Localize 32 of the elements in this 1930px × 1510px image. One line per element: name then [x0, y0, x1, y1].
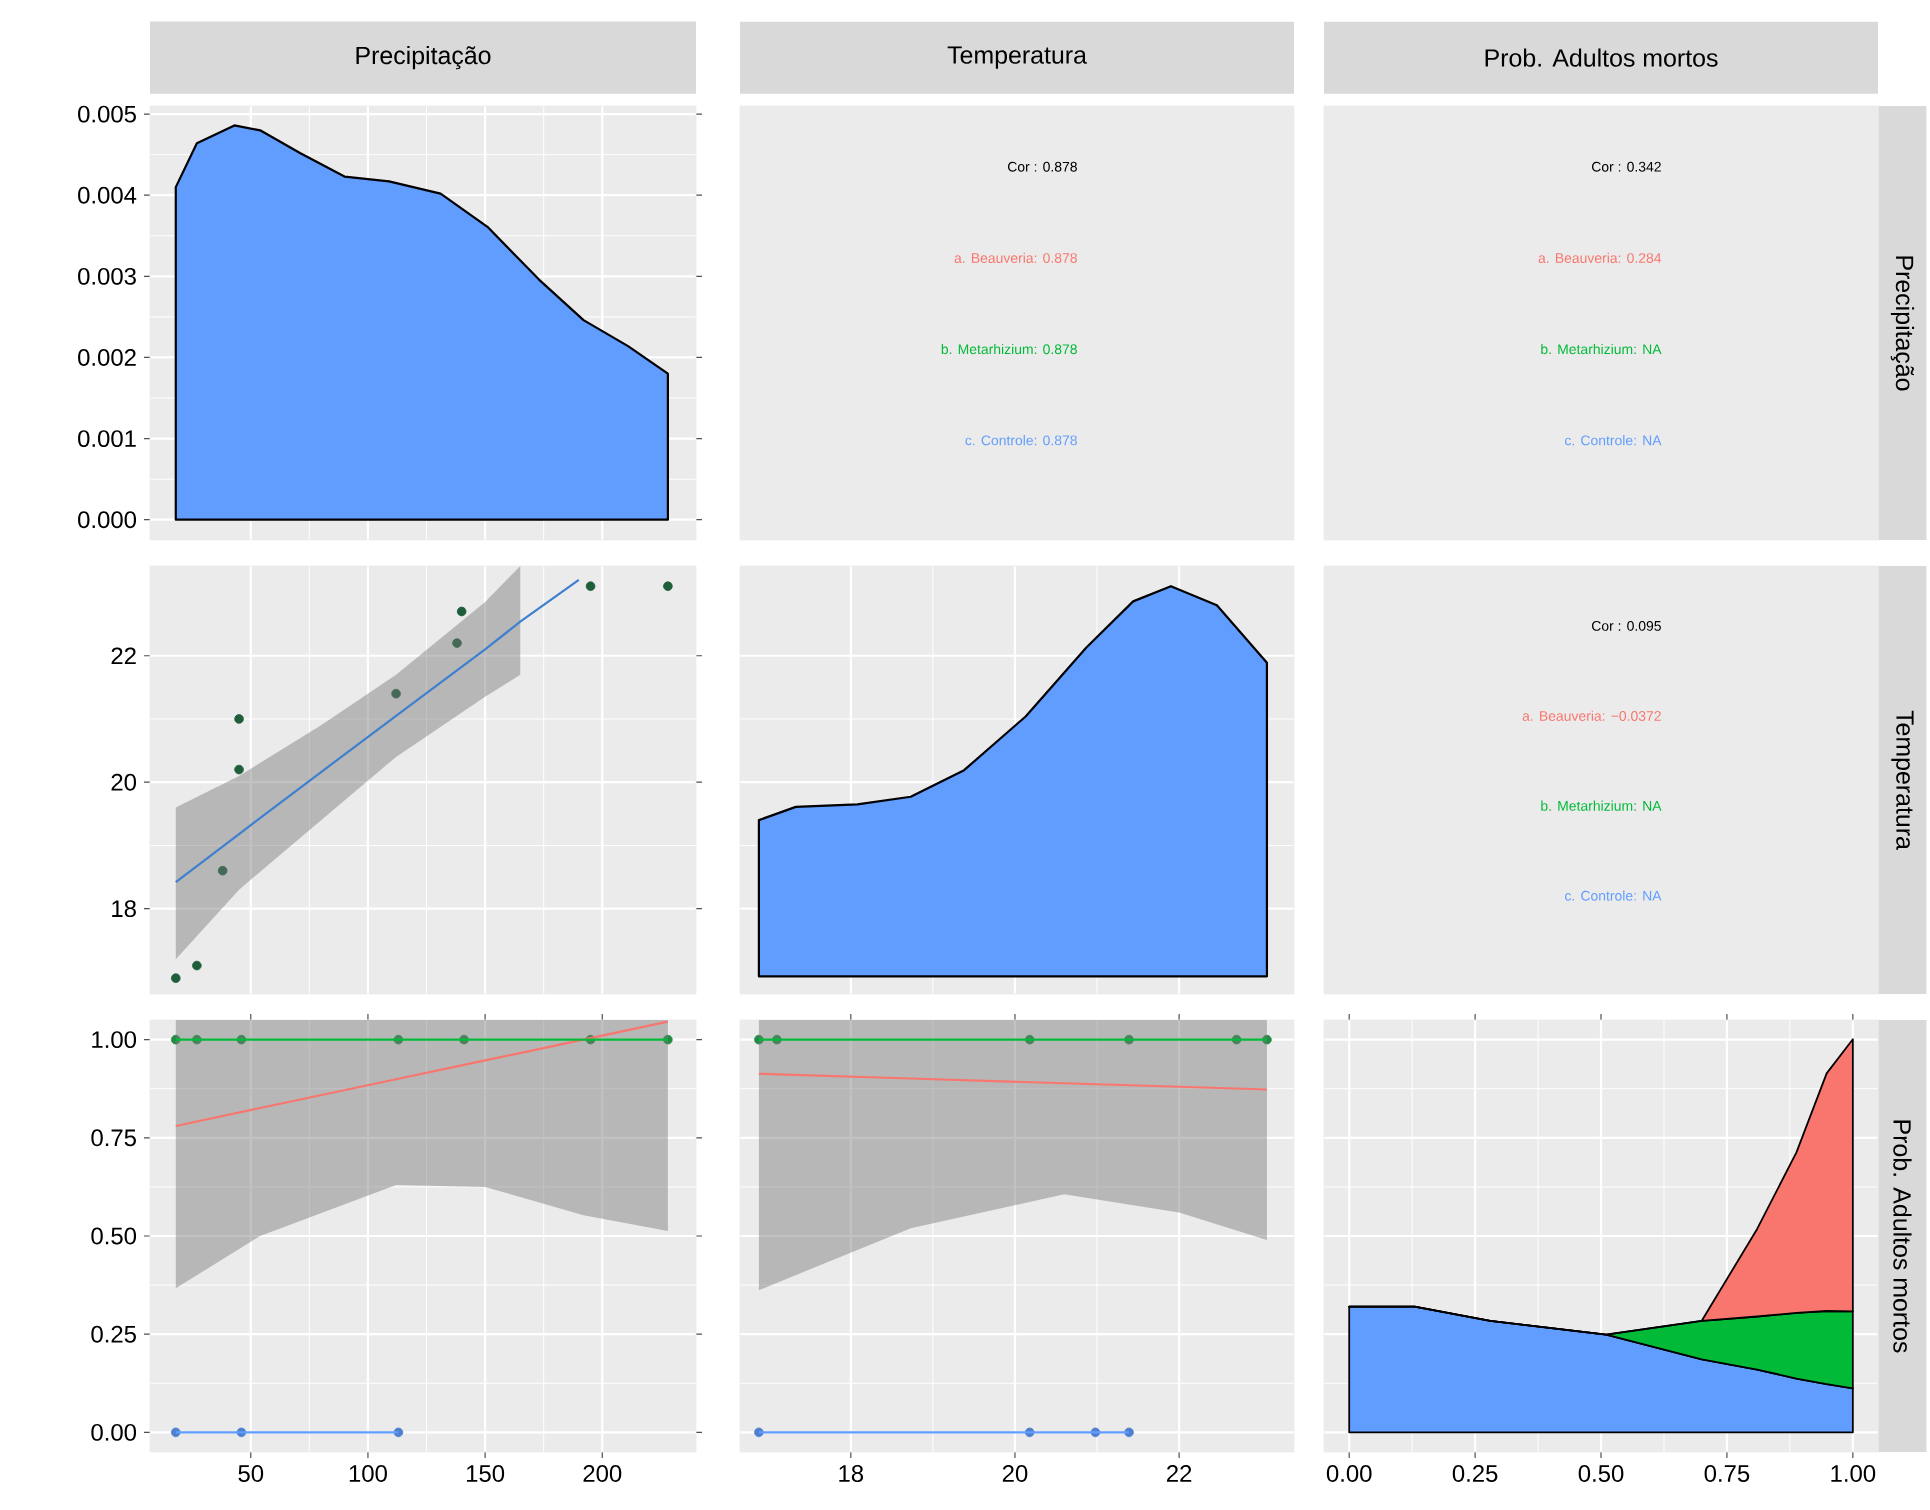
x-tick-label: 1.00	[1831, 1465, 1876, 1482]
y-tick-label: 0.003	[78, 267, 136, 285]
y-tick-label: 0.005	[78, 105, 136, 123]
text: Temperatura	[947, 46, 1087, 69]
y-tick-label: 0.001	[78, 430, 136, 448]
y2-axis-title: Prob. Adultos mortos	[1893, 1120, 1912, 1353]
y-tick-label: 0.00	[91, 1423, 137, 1441]
x-tick-label: 20	[1002, 1465, 1028, 1482]
x-tick-label: 150	[466, 1465, 505, 1482]
y-tick-label: 18	[112, 900, 136, 918]
y-tick-label: 0.75	[91, 1129, 136, 1147]
y-tick-label: 0.002	[78, 349, 136, 366]
x-tick-label: 0.25	[1452, 1465, 1498, 1482]
y-tick-label: 0.25	[91, 1325, 136, 1343]
x-tick-label: 22	[1167, 1465, 1192, 1482]
text: Temperatura	[1891, 710, 1914, 850]
chart-title: Precipitação	[356, 45, 491, 70]
x-tick-label: 100	[349, 1465, 387, 1482]
x-tick-label: 200	[583, 1465, 622, 1482]
x-tick-label: 0.75	[1704, 1465, 1750, 1482]
y-tick-label: 0.50	[91, 1227, 137, 1245]
y-tick-label: 22	[111, 647, 136, 665]
y-tick-label: 0.000	[78, 511, 137, 529]
x-tick-label: 18	[839, 1465, 864, 1482]
x-tick-label: 0.50	[1578, 1465, 1624, 1482]
y-tick-label: 20	[111, 773, 137, 791]
y-tick-label: 1.00	[92, 1031, 137, 1049]
y-tick-label: 0.004	[78, 186, 137, 204]
x-tick-label: 50	[238, 1465, 264, 1482]
text: Prob. Adultos mortos	[1485, 48, 1718, 67]
x-tick-label: 0.00	[1326, 1465, 1372, 1482]
text: Precipitação	[1890, 256, 1915, 391]
